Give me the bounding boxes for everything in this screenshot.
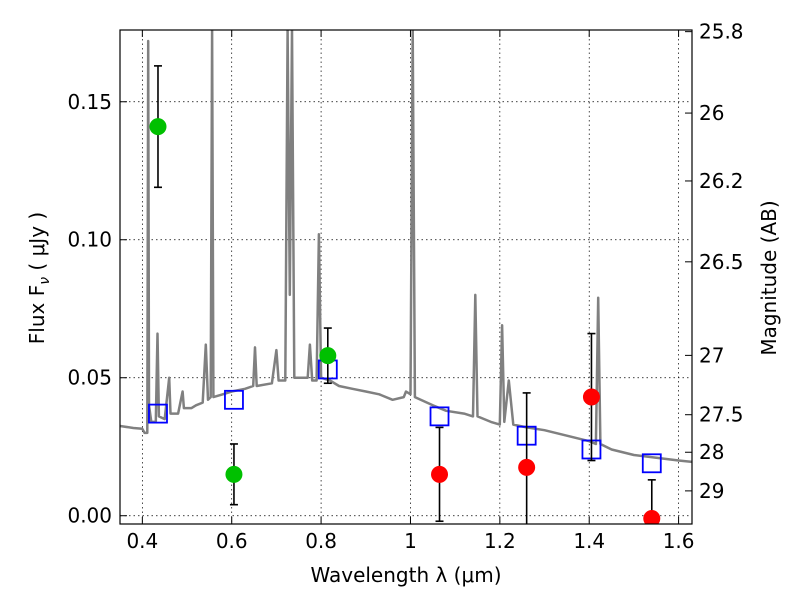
axis-ticks: 0.4 0.6 0.8 1 1.2 1.4 1.6 0.00 0.05 0.10 0.15 25.8 2…	[67, 20, 743, 553]
model-flux-square	[148, 403, 168, 424]
x-axis-label: Wavelength λ (μm)	[310, 563, 501, 587]
x-tick-label: 1	[404, 529, 417, 553]
observed-point-red	[431, 465, 449, 483]
y2-tick-label: 25.8	[699, 20, 744, 44]
y2-tick-label: 26	[699, 101, 724, 125]
x-tick-label: 0.6	[216, 529, 248, 553]
y-tick-label: 0.00	[67, 504, 112, 528]
x-tick-label: 1.6	[663, 529, 695, 553]
sed-model-line	[120, 30, 692, 464]
y2-tick-label: 26.5	[699, 250, 744, 274]
y2-axis-label: Magnitude (AB)	[757, 200, 781, 355]
y-axis-label-unit: ( μJy )	[25, 212, 49, 271]
model-flux-square	[429, 406, 450, 427]
y2-tick-label: 27.5	[699, 403, 744, 427]
x-tick-label: 1.2	[484, 529, 516, 553]
model-flux-square	[641, 453, 662, 474]
y-axis-label-main: Flux F	[25, 285, 49, 344]
model-flux-square	[224, 389, 244, 410]
y-axis-label-subscript: ν	[37, 277, 53, 285]
observed-point-green	[225, 465, 243, 483]
y-tick-label: 0.15	[67, 90, 112, 114]
observed-point-green	[149, 118, 167, 136]
observed-point-red	[582, 388, 600, 406]
plot-frame	[119, 29, 693, 525]
svg-text:Flux Fν ( μJy ): Flux Fν ( μJy )	[25, 212, 53, 344]
y-tick-label: 0.10	[67, 228, 112, 252]
y2-tick-label: 29	[699, 479, 724, 503]
y-axis-label: Flux Fν ( μJy )	[25, 212, 53, 344]
data-layer	[120, 30, 692, 524]
x-tick-label: 0.8	[305, 529, 337, 553]
y2-tick-label: 26.2	[699, 169, 744, 193]
observed-point-red	[518, 458, 536, 476]
y2-tick-label: 27	[699, 343, 724, 367]
x-tick-label: 1.4	[573, 529, 605, 553]
grid-lines	[120, 30, 692, 524]
observed-point-red	[643, 509, 661, 524]
y2-tick-label: 28	[699, 440, 724, 464]
plot-area	[120, 30, 692, 524]
x-tick-label: 0.4	[126, 529, 158, 553]
observed-point-green	[319, 347, 337, 365]
y-tick-label: 0.05	[67, 366, 112, 390]
